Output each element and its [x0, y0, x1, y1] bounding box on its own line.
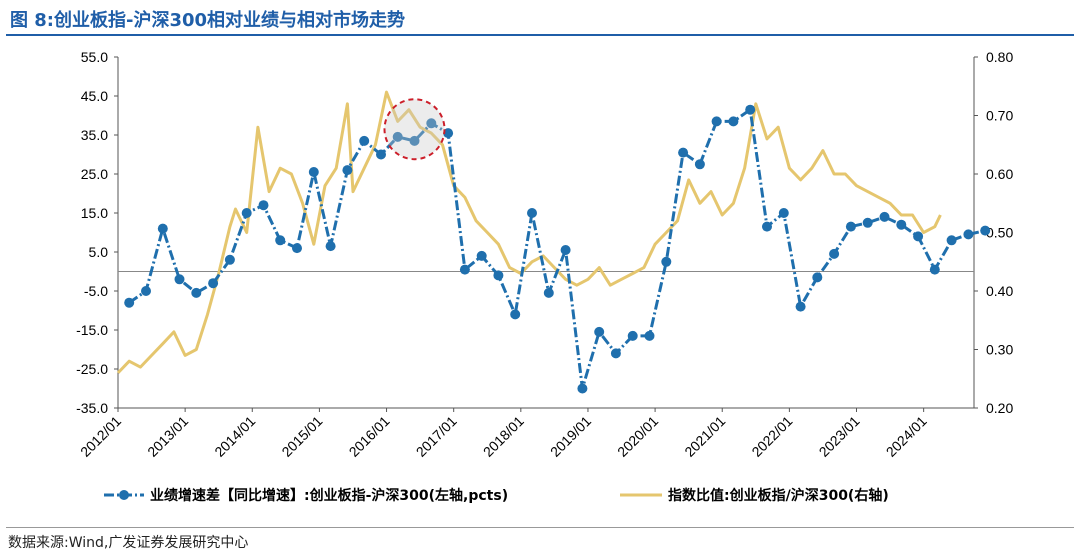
earnings-gap-point: [308, 167, 319, 177]
earnings-gap-point: [543, 287, 554, 298]
highlight-circle: [383, 98, 446, 161]
earnings-gap-point: [141, 286, 151, 296]
earnings-gap-point: [527, 208, 537, 218]
earnings-gap-point: [241, 208, 252, 218]
earnings-gap-point: [409, 135, 420, 146]
earnings-gap-point: [694, 159, 705, 170]
data-source: 数据来源:Wind,广发证券发展研究中心: [8, 535, 249, 551]
earnings-gap-point: [845, 221, 856, 232]
x-tick-label: 2013/01: [144, 413, 191, 460]
chart-title: 图 8:创业板指-沪深300相对业绩与相对市场走势: [10, 10, 406, 31]
right-tick-label: 0.20: [986, 400, 1013, 416]
earnings-gap-point: [157, 223, 168, 234]
earnings-gap-point: [510, 309, 521, 320]
earnings-gap-point: [577, 383, 588, 394]
earnings-gap-point: [711, 116, 722, 127]
earnings-gap-point: [644, 330, 655, 341]
x-tick-label: 2022/01: [748, 413, 795, 460]
right-tick-label: 0.30: [986, 342, 1013, 358]
right-tick-label: 0.40: [986, 283, 1013, 299]
x-tick-label: 2014/01: [211, 413, 258, 460]
earnings-gap-point: [762, 221, 772, 232]
earnings-gap-point: [661, 256, 672, 267]
legend: 业绩增速差【同比增速】:创业板指-沪深300(左轴,pcts) 指数比值:创业板指…: [104, 487, 889, 504]
earnings-gap-line: [128, 108, 986, 390]
earnings-gap-point: [879, 211, 890, 222]
earnings-gap-point: [728, 116, 739, 127]
earnings-gap-point: [258, 200, 269, 211]
index-ratio-line: [116, 90, 942, 374]
earnings-gap-point: [208, 278, 219, 289]
earnings-gap-point: [392, 131, 403, 142]
earnings-gap-point: [678, 147, 689, 158]
right-tick-label: 0.60: [986, 166, 1013, 182]
earnings-gap-point: [745, 104, 756, 115]
x-tick-label: 2023/01: [816, 413, 863, 460]
left-tick-label: -35.0: [76, 400, 108, 416]
x-tick-label: 2021/01: [681, 413, 728, 460]
x-tick-label: 2024/01: [883, 413, 930, 460]
right-tick-label: 0.50: [986, 225, 1013, 241]
legend-earnings-gap-label: 业绩增速差【同比增速】:创业板指-沪深300(左轴,pcts): [150, 487, 508, 504]
right-tick-label: 0.70: [986, 108, 1013, 124]
left-tick-label: 5.0: [89, 244, 109, 260]
x-tick-label: 2017/01: [413, 413, 460, 460]
x-tick-label: 2018/01: [480, 413, 527, 460]
earnings-gap-point: [610, 348, 621, 359]
right-tick-label: 0.80: [986, 49, 1013, 65]
earnings-gap-point: [795, 301, 806, 312]
earnings-gap-point: [426, 118, 437, 129]
earnings-gap-point: [124, 297, 135, 308]
series-index-ratio: [116, 90, 942, 374]
left-tick-label: 55.0: [81, 49, 108, 65]
earnings-gap-point: [191, 287, 202, 298]
earnings-gap-point: [896, 219, 907, 230]
left-tick-label: 25.0: [81, 166, 108, 182]
earnings-gap-point: [829, 248, 840, 259]
left-tick-label: 45.0: [81, 88, 108, 104]
earnings-gap-point: [980, 225, 991, 236]
left-tick-label: -15.0: [76, 322, 108, 338]
left-tick-label: -25.0: [76, 361, 108, 377]
earnings-gap-point: [812, 272, 823, 283]
x-tick-label: 2019/01: [547, 413, 594, 460]
earnings-gap-point: [929, 264, 940, 275]
left-tick-label: 15.0: [81, 205, 108, 221]
earnings-gap-point: [359, 135, 370, 146]
earnings-gap-point: [560, 245, 571, 255]
left-tick-label: -5.0: [84, 283, 108, 299]
annotation: [383, 98, 446, 161]
earnings-gap-point: [594, 326, 605, 337]
earnings-gap-point: [325, 241, 336, 252]
x-tick-label: 2012/01: [77, 413, 124, 460]
earnings-gap-point: [292, 243, 302, 254]
left-tick-label: 35.0: [81, 127, 108, 143]
x-tick-label: 2020/01: [614, 413, 661, 460]
earnings-gap-point: [459, 264, 470, 275]
legend-index-ratio-label: 指数比值:创业板指/沪深300(右轴): [668, 487, 889, 504]
earnings-gap-point: [476, 250, 487, 261]
earnings-gap-point: [946, 235, 957, 246]
earnings-gap-point: [862, 217, 873, 228]
earnings-gap-point: [275, 235, 286, 246]
source-divider: [6, 527, 1074, 528]
earnings-gap-point: [963, 229, 974, 240]
legend-earnings-gap-marker: [119, 490, 129, 500]
earnings-gap-point: [342, 165, 353, 176]
earnings-gap-point: [443, 128, 454, 139]
x-tick-label: 2015/01: [278, 413, 325, 460]
earnings-gap-point: [224, 254, 235, 265]
axes: 55.0 45.0 35.0 25.0 15.0 5.0 -5.0 -15.0 -25.0 -35…: [76, 49, 1013, 460]
x-tick-label: 2016/01: [346, 413, 393, 460]
earnings-gap-point: [913, 231, 924, 242]
series-earnings-gap: [124, 104, 991, 394]
earnings-gap-point: [627, 330, 638, 341]
earnings-gap-point: [376, 149, 386, 160]
title-bar: 图 8:创业板指-沪深300相对业绩与相对市场走势: [6, 4, 1074, 36]
earnings-gap-point: [174, 274, 185, 285]
earnings-gap-point: [493, 270, 504, 281]
earnings-gap-point: [778, 208, 789, 218]
